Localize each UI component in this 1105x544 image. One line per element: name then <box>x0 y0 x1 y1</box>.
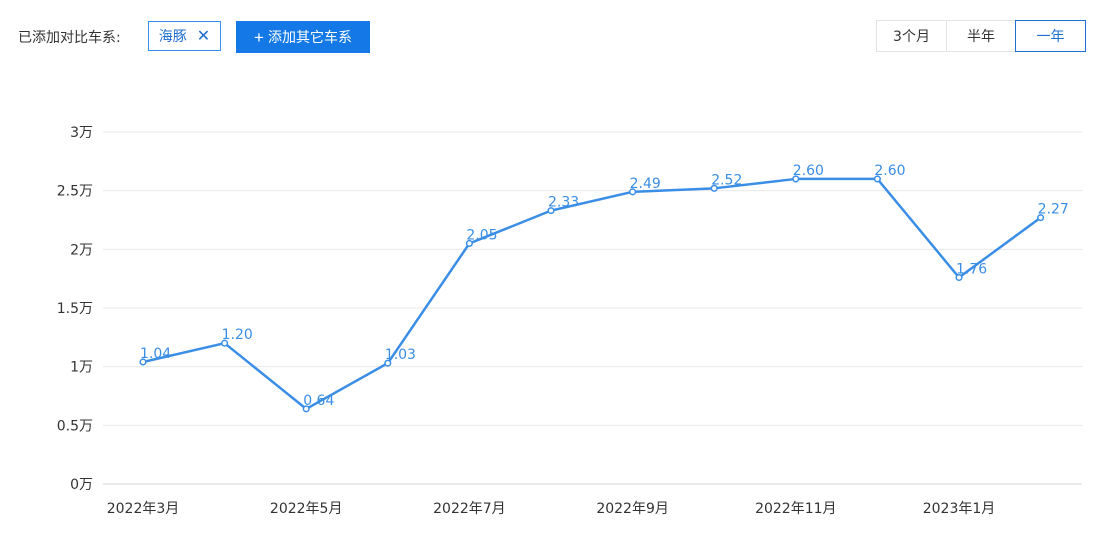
y-tick-label: 1万 <box>70 360 93 376</box>
car-series-tag[interactable]: 海豚 ✕ <box>148 21 221 51</box>
data-label: 1.03 <box>385 347 416 363</box>
data-point[interactable] <box>221 339 229 347</box>
range-3-months-button[interactable]: 3个月 <box>876 20 947 52</box>
series-layer <box>139 175 1045 413</box>
grid-layer <box>103 131 1082 485</box>
data-label: 1.04 <box>140 346 171 362</box>
data-label: 2.60 <box>874 163 905 179</box>
data-point[interactable] <box>710 184 718 192</box>
range-one-year-button[interactable]: 一年 <box>1015 20 1086 52</box>
data-label: 2.52 <box>711 172 742 188</box>
data-labels-layer: 1.04 1.20 0.64 1.03 2.05 2.33 2.49 2.52 2.60 2.60… <box>140 163 1069 409</box>
x-tick-label: 2023年1月 <box>923 501 996 517</box>
y-tick-label: 3万 <box>70 125 93 141</box>
data-point[interactable] <box>629 188 637 196</box>
data-point[interactable] <box>547 207 555 215</box>
y-tick-label: 2万 <box>70 242 93 258</box>
data-label: 2.27 <box>1038 202 1069 218</box>
data-point[interactable] <box>873 175 881 183</box>
data-label: 2.49 <box>630 176 661 192</box>
data-label: 1.76 <box>956 261 987 277</box>
data-point[interactable] <box>384 359 392 367</box>
y-axis: 0万 0.5万 1万 1.5万 2万 2.5万 3万 <box>57 125 93 493</box>
y-tick-label: 2.5万 <box>57 184 93 200</box>
y-tick-label: 0.5万 <box>57 418 93 434</box>
plus-icon: + <box>254 27 264 47</box>
data-point[interactable] <box>302 405 310 413</box>
close-icon[interactable]: ✕ <box>196 26 211 45</box>
y-tick-label: 1.5万 <box>57 301 93 317</box>
x-tick-label: 2022年3月 <box>107 501 180 517</box>
data-label: 2.60 <box>793 163 824 179</box>
data-point[interactable] <box>1037 214 1045 222</box>
data-point[interactable] <box>792 175 800 183</box>
tag-label: 海豚 <box>158 29 187 45</box>
data-point[interactable] <box>139 358 147 366</box>
data-label: 2.05 <box>466 227 497 243</box>
range-half-year-button[interactable]: 半年 <box>947 20 1016 52</box>
data-label: 1.20 <box>222 327 253 343</box>
add-button-label: 添加其它车系 <box>267 29 352 45</box>
x-tick-label: 2022年5月 <box>270 501 343 517</box>
add-car-series-button[interactable]: + 添加其它车系 <box>236 21 370 53</box>
y-tick-label: 0万 <box>70 477 93 493</box>
data-point[interactable] <box>955 273 963 282</box>
series-line <box>142 177 1042 411</box>
data-point[interactable] <box>465 239 473 248</box>
data-label: 2.33 <box>548 195 579 211</box>
data-label: 0.64 <box>303 393 334 409</box>
time-range-selector: 3个月 半年 一年 <box>876 20 1086 52</box>
x-tick-label: 2022年9月 <box>596 501 669 517</box>
x-axis: 2022年3月 2022年5月 2022年7月 2022年9月 2022年11月 2023… <box>107 501 996 517</box>
x-tick-label: 2022年11月 <box>755 501 836 517</box>
compare-label: 已添加对比车系: <box>18 30 121 46</box>
x-tick-label: 2022年7月 <box>433 501 506 517</box>
